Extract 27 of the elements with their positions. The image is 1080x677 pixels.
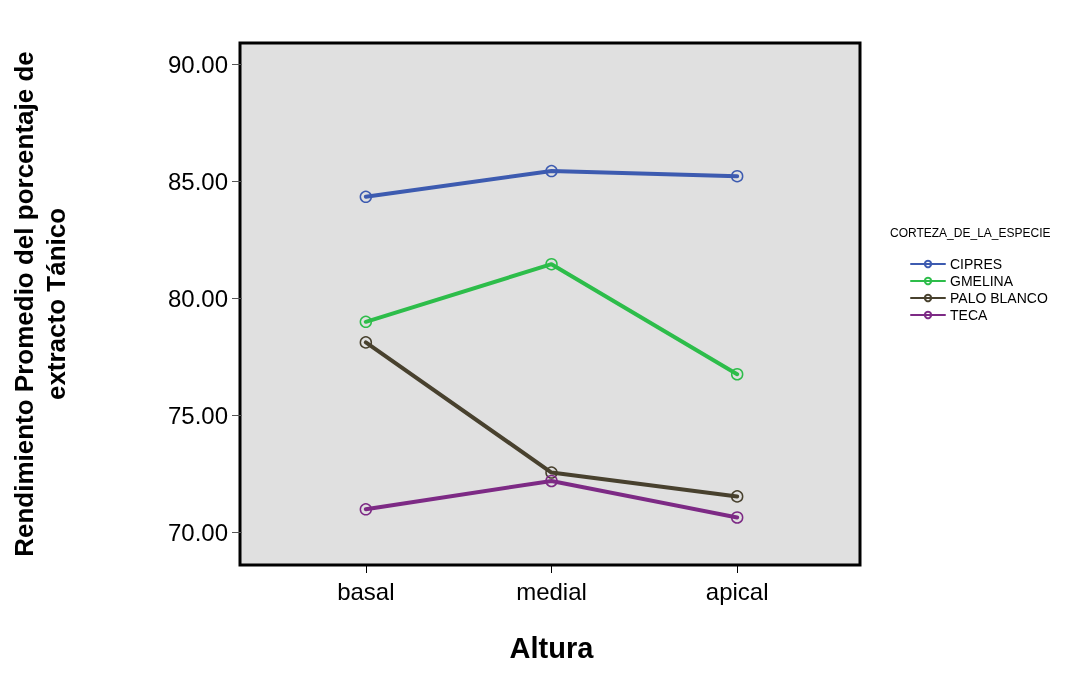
y-tick-label: 90.00 [167, 50, 228, 78]
point [545, 164, 558, 178]
x-tick-label: apical [705, 577, 769, 605]
point [359, 503, 373, 516]
x-tick-label: medial [516, 577, 587, 605]
legend-label: PALO BLANCO [950, 290, 1048, 306]
point [359, 336, 373, 349]
y-tick-label: 80.00 [167, 284, 228, 312]
y-axis-title: Rendimiento Promedio del porcentaje de extracto Tánico [9, 51, 71, 557]
point [545, 466, 558, 479]
point [730, 511, 744, 524]
legend-title: CORTEZA_DE_LA_ESPECIE [890, 226, 1051, 240]
x-axis-title: Altura [509, 631, 595, 664]
legend-label: GMELINA [950, 273, 1014, 289]
y-tick-label: 75.00 [167, 401, 228, 429]
y-tick-label: 70.00 [167, 518, 228, 546]
point [545, 257, 558, 271]
y-tick-label: 85.00 [167, 167, 228, 195]
point [730, 367, 744, 381]
legend-label: CIPRES [950, 256, 1003, 272]
x-tick-label: basal [337, 577, 395, 605]
point [730, 169, 744, 183]
point [359, 315, 373, 329]
point [359, 190, 373, 204]
point [730, 490, 744, 503]
legend-label: TECA [950, 307, 988, 323]
point [545, 474, 558, 488]
